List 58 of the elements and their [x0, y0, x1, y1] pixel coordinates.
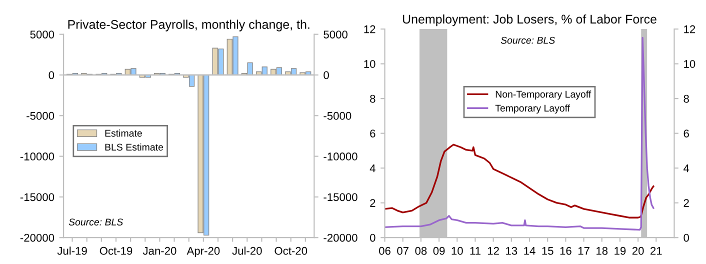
- y2-tick-label: 0: [324, 71, 329, 80]
- y-tick-label: 4: [370, 164, 376, 172]
- y2-tick-label: 12: [684, 25, 696, 34]
- x-tick-label: 19: [614, 246, 626, 255]
- y2-tick-label: -10000: [324, 152, 358, 160]
- chart-title: Unemployment: Job Losers, % of Labor Force: [402, 14, 656, 26]
- y-tick-label: 0: [48, 71, 54, 80]
- x-tick-label: 07: [397, 246, 408, 255]
- y2-tick-label: 5000: [324, 30, 348, 38]
- annotation: Source: BLS: [68, 218, 124, 226]
- line-series: [384, 144, 654, 218]
- x-tick-label: 16: [560, 246, 572, 255]
- y-tick-label: -20000: [20, 234, 54, 242]
- x-tick-label: 10: [452, 246, 463, 255]
- y-tick-label: -10000: [20, 152, 54, 160]
- x-tick-label: 15: [542, 247, 554, 255]
- x-tick-label: 06: [379, 246, 390, 255]
- y-tick-label: 12: [364, 25, 376, 34]
- x-tick-label: 18: [596, 246, 608, 255]
- y-tick-label: 0: [370, 234, 376, 242]
- y2-tick-label: -15000: [324, 193, 358, 202]
- y2-tick-label: 8: [684, 94, 689, 103]
- x-tick-label: 11: [470, 247, 480, 255]
- legend-label: Temporary Layoff: [495, 104, 570, 114]
- y2-tick-label: 2: [684, 199, 689, 207]
- y2-tick-label: 6: [684, 130, 689, 138]
- chart-title: Private-Sector Payrolls, monthly change, th.: [68, 20, 310, 32]
- y-tick-label: -15000: [20, 193, 54, 202]
- x-tick-label: 20: [632, 246, 644, 255]
- x-tick-label: Oct-20: [274, 246, 308, 255]
- annotation: Source: BLS: [500, 36, 556, 44]
- y-tick-label: 5000: [30, 30, 54, 38]
- x-tick-label: 13: [506, 246, 518, 255]
- y2-tick-label: 10: [684, 60, 696, 68]
- legend-label: BLS Estimate: [105, 143, 163, 151]
- x-tick-label: 14: [524, 247, 536, 255]
- line-series: [384, 36, 654, 231]
- x-tick-label: 08: [415, 246, 427, 255]
- y2-tick-label: 4: [684, 164, 690, 172]
- x-tick-label: Oct-19: [100, 246, 132, 255]
- x-tick-label: Jan-20: [142, 246, 176, 255]
- x-tick-label: 21: [650, 246, 662, 255]
- legend-label: Non-Temporary Layoff: [496, 90, 592, 100]
- y2-tick-label: 0: [684, 234, 690, 242]
- x-tick-label: Jul-20: [232, 246, 262, 255]
- legend-label: Estimate: [105, 130, 142, 137]
- y-tick-label: 10: [364, 60, 376, 68]
- x-tick-label: 09: [433, 246, 445, 255]
- x-tick-label: 17: [578, 247, 590, 255]
- y-tick-label: 6: [370, 130, 376, 138]
- y2-tick-label: -5000: [324, 112, 352, 120]
- x-tick-label: 12: [488, 246, 499, 255]
- y-tick-label: 8: [370, 94, 376, 103]
- y-tick-label: -5000: [26, 112, 54, 120]
- x-tick-label: Apr-20: [186, 246, 220, 257]
- x-tick-label: Jul-19: [57, 246, 87, 255]
- y2-tick-label: -20000: [324, 234, 358, 242]
- y-tick-label: 2: [370, 199, 376, 207]
